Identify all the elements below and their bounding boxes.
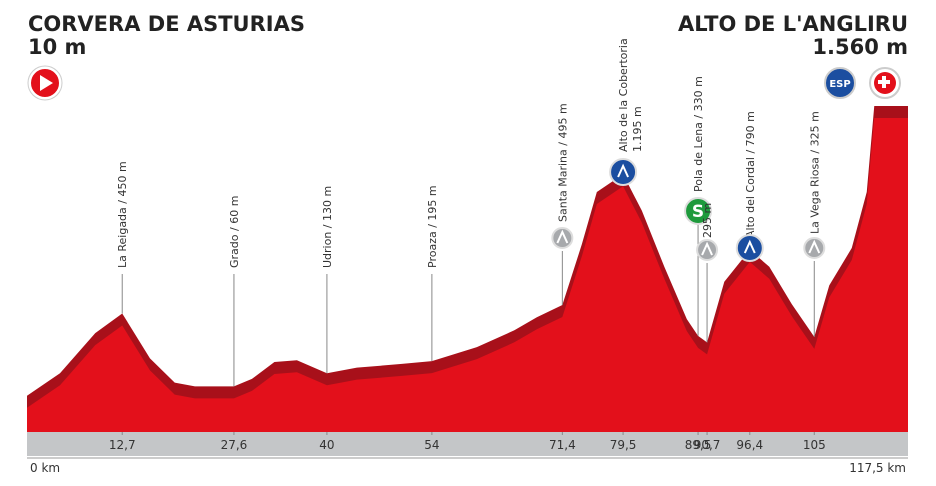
waypoint-label: Udrion / 130 m [321, 186, 334, 268]
waypoint-icon-glyph [617, 163, 629, 178]
km-label: 105 [803, 438, 826, 452]
km-label: 96,4 [736, 438, 763, 452]
km-label: 12,7 [109, 438, 136, 452]
km-label: 90,7 [694, 438, 721, 452]
waypoint-icon [735, 234, 764, 262]
waypoint-label: Proaza / 195 m [426, 185, 439, 268]
start-elevation: 10 m [28, 35, 86, 59]
km-label: 71,4 [549, 438, 576, 452]
start-icon [27, 65, 63, 101]
profile-area [27, 118, 908, 432]
waypoint-icon-glyph [556, 229, 569, 244]
waypoint-label: La Reigada / 450 m [116, 161, 129, 268]
waypoint-label: La Vega Riosa / 325 m [808, 111, 821, 234]
waypoint-label: 295 m [701, 203, 714, 238]
waypoint-sublabel: 1.195 m [631, 106, 644, 152]
finish-icon: ESP [824, 67, 901, 99]
waypoint-label: Alto de la Cobertoria [617, 38, 630, 152]
waypoint-label: Santa Marina / 495 m [556, 103, 569, 222]
start-name: CORVERA DE ASTURIAS [28, 12, 305, 36]
finish-name: ALTO DE L'ANGLIRU [678, 12, 908, 36]
km-band [27, 432, 908, 456]
km-label: 79,5 [610, 438, 637, 452]
km-label: 89,5 [685, 438, 712, 452]
waypoint-label: Alto del Cordal / 790 m [744, 111, 757, 238]
km-label: 54 [424, 438, 439, 452]
waypoint-icon-glyph [743, 239, 756, 254]
finish-elevation: 1.560 m [812, 35, 908, 59]
x-start-label: 0 km [30, 461, 60, 475]
waypoint-label: Pola de Lena / 330 m [692, 76, 705, 192]
km-label: 27,6 [221, 438, 248, 452]
waypoint-label: Grado / 60 m [228, 196, 241, 268]
waypoint-icon-glyph [808, 239, 821, 254]
finish-icon-label: ESP [829, 79, 850, 90]
km-label: 40 [319, 438, 334, 452]
waypoint-icon [609, 158, 638, 186]
waypoint-icon-glyph [701, 241, 713, 256]
waypoint-icon [684, 197, 713, 225]
waypoint-icon-label: S [692, 202, 704, 222]
x-end-label: 117,5 km [849, 461, 906, 475]
